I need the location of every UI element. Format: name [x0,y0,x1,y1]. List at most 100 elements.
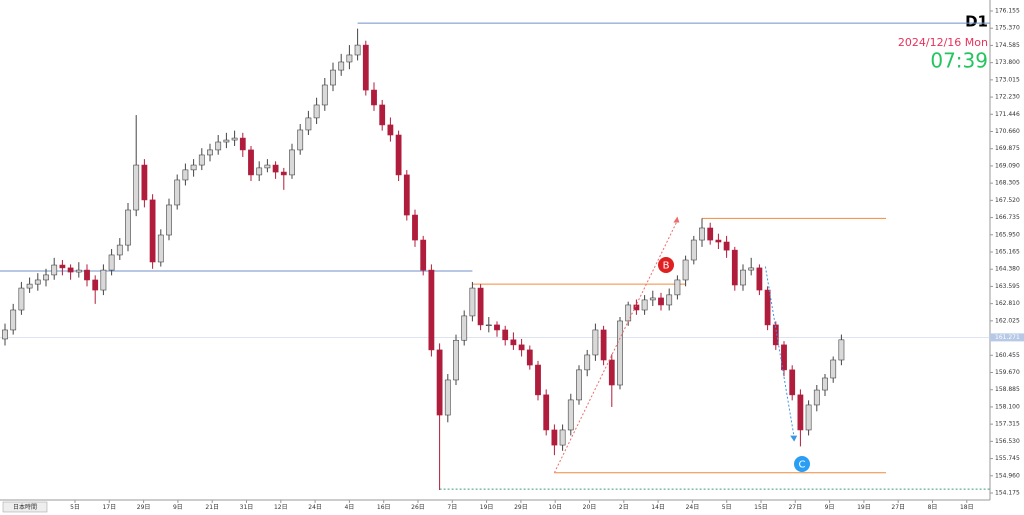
candle-body [666,294,673,306]
candle-body [125,209,131,246]
candle-body [108,254,115,271]
candle-body [641,299,648,311]
candle-body [387,124,394,136]
candle-body [133,164,140,211]
current-price-box [990,333,1024,342]
candle-body [313,104,320,119]
candle-body [797,394,804,431]
candle-body [141,164,148,201]
candle-body [748,267,755,271]
candle-body [707,227,714,241]
candle-body [699,227,705,241]
candle-body [92,279,99,291]
x-tick-label: 21日 [205,504,219,511]
x-tick-label: 18日 [960,504,974,511]
candle-body [371,89,377,106]
candle-body [592,329,599,356]
x-tick-label: 27日 [891,504,905,511]
y-tick-label: 169.875 [995,145,1020,152]
candle-body [461,315,468,341]
x-tick-label: 24日 [308,504,322,511]
x-tick-label: 9日 [825,504,835,511]
candle-body [272,164,279,173]
x-tick-label: 5日 [70,504,80,511]
x-tick-label: 10日 [548,504,562,511]
candle-body [715,239,722,243]
candle-body [600,329,607,361]
candle-body [346,54,353,63]
candle-body [649,297,656,301]
candle-body [231,137,238,141]
candle-body [166,204,172,236]
candle-body [174,179,181,206]
annotation-label: C [799,460,806,471]
y-tick-label: 175.370 [995,25,1020,32]
candle-body [543,394,550,431]
candle-body [198,154,205,166]
candle-body [67,267,74,273]
candle-body [576,369,582,401]
candle-body [289,149,295,176]
y-tick-label: 162.025 [995,317,1020,324]
candle-body [412,214,418,241]
candle-body [248,149,254,176]
y-tick-label: 165.165 [995,249,1020,256]
x-tick-label: 12日 [274,504,288,511]
candle-body [502,329,509,341]
candle-body [84,269,90,281]
y-tick-label: 156.530 [995,438,1020,445]
annotation-marker [794,456,810,472]
candle-body [518,344,525,351]
x-tick-label: 27日 [788,504,802,511]
y-tick-label: 169.090 [995,162,1020,169]
candle-body [567,399,574,431]
candle-body [608,359,615,386]
annotation-marker [658,257,674,273]
x-tick-label: 5日 [722,504,732,511]
y-tick-label: 173.015 [995,76,1020,83]
candle-body [723,241,730,251]
candle-body [403,174,410,216]
timezone-label: 日本時間 [13,503,37,511]
x-tick-label: 20日 [583,504,597,511]
candle-body [781,344,787,371]
candle-body [379,104,386,126]
candle-body [157,234,164,263]
x-tick-label: 26日 [411,504,425,511]
y-tick-label: 162.810 [995,300,1020,307]
arrow-head-b [673,216,680,223]
candle-body [625,304,632,322]
candle-body [658,297,664,306]
y-tick-label: 173.800 [995,59,1020,66]
candle-body [362,44,369,91]
candle-body [764,289,771,326]
y-tick-label: 171.446 [995,111,1020,118]
candle-body [305,117,312,131]
candle-body [617,320,623,386]
candle-body [215,141,222,151]
candle-body [633,304,640,311]
y-tick-label: 155.745 [995,455,1020,462]
x-tick-label: 2日 [619,504,629,511]
date-text: 2024/12/16 Mon [898,36,988,49]
candle-body [2,329,8,340]
x-tick-label: 29日 [137,504,151,511]
timezone-box [2,501,48,513]
candle-body [280,171,287,176]
y-tick-label: 158.885 [995,386,1020,393]
candle-body [772,324,779,346]
candle-body [510,339,517,346]
arrow-b [553,220,678,473]
x-tick-label: 19日 [480,504,494,511]
current-price-label: 161.271 [995,334,1020,341]
y-tick-label: 158.100 [995,403,1020,410]
x-tick-label: 14日 [651,504,665,511]
y-tick-label: 174.585 [995,42,1020,49]
x-tick-label: 8日 [928,504,938,511]
candle-body [75,269,82,273]
candle-body [264,164,271,169]
candle-body [26,283,33,289]
y-tick-label: 167.520 [995,197,1020,204]
x-tick-label: 4日 [344,504,354,511]
